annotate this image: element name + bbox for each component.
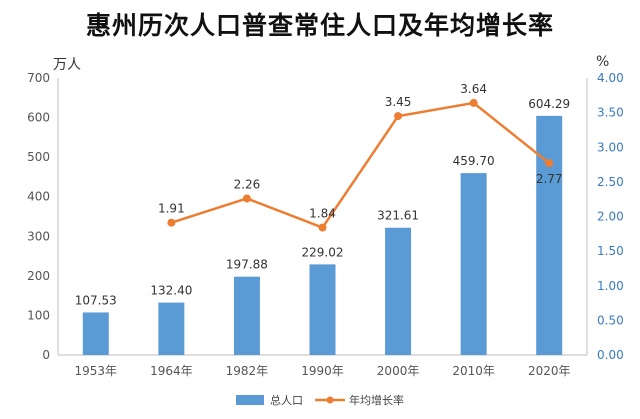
legend-line-label: 年均增长率: [349, 393, 404, 407]
legend-line-marker: [326, 396, 334, 404]
left-tick-label: 300: [27, 229, 50, 243]
x-tick-label: 1953年: [75, 364, 118, 378]
bar-data-label: 229.02: [302, 245, 344, 259]
bar: [460, 173, 487, 355]
growth-rate-point: [469, 98, 478, 107]
chart-title: 惠州历次人口普查常住人口及年均增长率: [85, 11, 554, 40]
left-tick-label: 600: [27, 111, 50, 125]
right-tick-label: 0.50: [597, 313, 624, 327]
x-tick-label: 1990年: [301, 364, 344, 378]
bar-data-label: 197.88: [226, 258, 268, 272]
right-tick-label: 2.50: [597, 175, 624, 189]
right-tick-label: 1.00: [597, 279, 624, 293]
left-tick-label: 500: [27, 150, 50, 164]
right-tick-label: 3.00: [597, 140, 624, 154]
left-tick-label: 200: [27, 269, 50, 283]
left-tick-label: 700: [27, 71, 50, 85]
growth-rate-point: [545, 159, 554, 168]
growth-rate-point: [394, 112, 403, 121]
x-tick-label: 2020年: [528, 364, 571, 378]
bar: [233, 276, 260, 355]
right-tick-label: 0.00: [597, 348, 624, 362]
growth-rate-point: [242, 194, 251, 203]
right-axis-unit: %: [596, 54, 610, 70]
x-tick-label: 2000年: [377, 364, 420, 378]
growth-rate-line: [170, 101, 550, 230]
bar-data-label: 321.61: [377, 209, 419, 223]
bar: [385, 227, 412, 355]
line-data-label: 1.91: [158, 202, 185, 216]
bar: [536, 115, 563, 356]
bar: [309, 264, 336, 355]
growth-rate-point: [318, 223, 327, 232]
line-data-label: 3.64: [460, 82, 487, 96]
right-tick-label: 4.00: [597, 71, 624, 85]
bar: [158, 302, 185, 355]
left-tick-label: 400: [27, 190, 50, 204]
left-tick-label: 100: [27, 308, 50, 322]
bar-data-label: 107.53: [75, 293, 117, 307]
growth-rate-point: [167, 218, 176, 227]
bar-data-label: 604.29: [528, 97, 570, 111]
line-data-label: 2.26: [234, 177, 261, 191]
legend-bar-label: 总人口: [270, 393, 303, 407]
line-data-label: 3.45: [385, 95, 412, 109]
line-data-label: 1.84: [309, 207, 336, 221]
right-tick-label: 3.50: [597, 106, 624, 120]
x-tick-label: 1964年: [150, 364, 193, 378]
bar-data-label: 132.40: [150, 284, 192, 298]
left-axis-unit: 万人: [53, 57, 81, 73]
bar: [82, 312, 109, 355]
right-tick-label: 2.00: [597, 210, 624, 224]
bar-data-label: 459.70: [453, 154, 495, 168]
right-tick-label: 1.50: [597, 244, 624, 258]
legend-bar-swatch: [236, 395, 264, 405]
left-tick-label: 0: [42, 348, 50, 362]
x-tick-label: 1982年: [226, 364, 269, 378]
x-tick-label: 2010年: [452, 364, 495, 378]
line-data-label: 2.77: [536, 172, 563, 186]
